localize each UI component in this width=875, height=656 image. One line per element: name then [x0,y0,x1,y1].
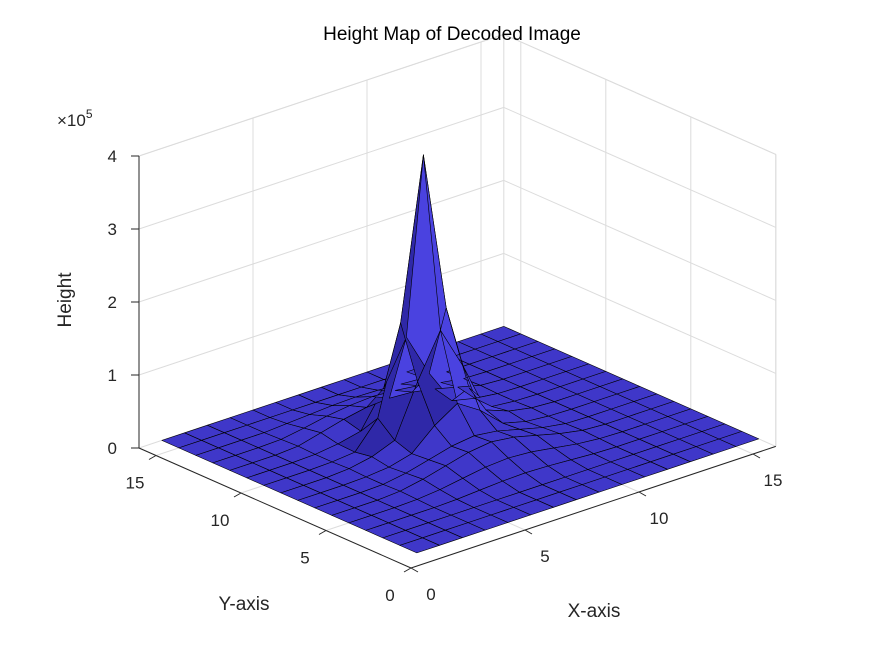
box-edge [138,33,504,157]
z-tick-label: 2 [108,293,117,312]
y-tick-label: 10 [211,511,230,530]
grid-line-z [138,106,504,230]
x-tick [752,453,761,459]
grid-line-z [503,106,777,228]
y-tick [403,567,412,573]
x-tick [410,567,419,573]
x-tick-label: 0 [426,585,435,604]
x-axis-line [410,445,776,569]
y-tick-label: 5 [300,549,309,568]
axes: 0 5 10 15 0 5 10 15 0 1 2 3 4 [108,147,783,605]
z-exponent-power: 5 [86,107,93,121]
z-axis-label: Height [55,272,76,328]
y-tick [318,530,327,535]
z-exponent-base: ×10 [57,111,86,130]
x-tick-label: 15 [764,471,783,490]
y-tick [148,455,157,460]
y-tick-label: 15 [126,474,145,493]
chart-title: Height Map of Decoded Image [323,24,581,45]
surface-face [718,431,760,447]
x-tick-label: 5 [540,547,549,566]
z-exponent-label: ×105 [57,107,93,130]
grid-line-z [138,179,504,303]
y-axis-label: Y-axis [218,594,269,615]
box-edge [503,33,777,155]
grid-line-z [503,252,777,374]
surface-plot [161,154,760,554]
z-tick-label: 1 [108,366,117,385]
x-axis-label: X-axis [568,601,621,622]
y-axis-line [138,447,412,569]
z-tick-label: 3 [108,220,117,239]
grid-line-z [503,179,777,301]
grid-line-z [138,252,504,376]
x-tick [524,529,533,535]
x-tick-label: 10 [650,509,669,528]
x-tick [638,491,647,497]
y-tick-label: 0 [385,586,394,605]
z-tick-label: 4 [108,147,117,166]
z-tick-label: 0 [108,439,117,458]
y-tick [233,492,242,498]
